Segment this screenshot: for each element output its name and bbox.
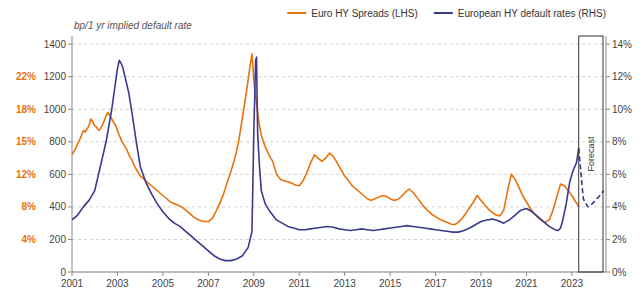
y2-tick bbox=[606, 239, 610, 240]
y2-axis-line bbox=[606, 36, 607, 272]
x-tick bbox=[117, 272, 118, 276]
legend-label: European HY default rates (RHS) bbox=[458, 8, 606, 19]
y-tick bbox=[68, 141, 72, 142]
y-tick-label: 1000 bbox=[44, 104, 67, 115]
grid-line bbox=[72, 174, 606, 175]
legend-label: Euro HY Spreads (LHS) bbox=[311, 8, 418, 19]
grid-line bbox=[72, 239, 606, 240]
x-tick bbox=[344, 272, 345, 276]
y-tick-label: 1200 bbox=[44, 71, 67, 82]
grid-line bbox=[72, 141, 606, 142]
y-tick bbox=[68, 174, 72, 175]
x-tick bbox=[435, 272, 436, 276]
y-tick-label: 600 bbox=[49, 169, 66, 180]
x-tick-label: 2011 bbox=[288, 278, 310, 289]
x-tick bbox=[299, 272, 300, 276]
series-line bbox=[72, 54, 579, 225]
series-group bbox=[72, 54, 604, 261]
x-tick-label: 2009 bbox=[243, 278, 266, 289]
grid-line bbox=[72, 272, 606, 273]
y2-tick-label: 6% bbox=[612, 169, 627, 180]
pct-annotation: 4% bbox=[22, 234, 37, 245]
grid-line bbox=[72, 206, 606, 207]
x-tick bbox=[481, 272, 482, 276]
y2-tick bbox=[606, 141, 610, 142]
y2-tick bbox=[606, 109, 610, 110]
annotations: 4% 8% 12% 15% 18% 22% Forecast bbox=[16, 36, 603, 272]
x-tick-label: 2005 bbox=[152, 278, 175, 289]
x-tick-label: 2023 bbox=[561, 278, 584, 289]
background bbox=[0, 0, 640, 294]
chart: 2001 2003 2005 2007 2009 2011 2013 2015 2017 2019… bbox=[0, 0, 640, 294]
y-tick bbox=[68, 109, 72, 110]
y-tick-label: 400 bbox=[49, 201, 66, 212]
y2-tick bbox=[606, 174, 610, 175]
y2-tick bbox=[606, 206, 610, 207]
forecast-label: Forecast bbox=[586, 136, 596, 172]
x-tick-label: 2001 bbox=[61, 278, 84, 289]
pct-annotation: 12% bbox=[16, 169, 36, 180]
y2-tick-label: 2% bbox=[612, 234, 627, 245]
y2-tick bbox=[606, 272, 610, 273]
series-line bbox=[72, 57, 579, 260]
x-tick-label: 2019 bbox=[470, 278, 493, 289]
y2-tick-label: 14% bbox=[612, 39, 632, 50]
x-tick-label: 2015 bbox=[379, 278, 402, 289]
x-tick bbox=[526, 272, 527, 276]
pct-annotation: 18% bbox=[16, 104, 36, 115]
x-tick bbox=[162, 272, 163, 276]
x-tick bbox=[253, 272, 254, 276]
x-tick bbox=[571, 272, 572, 276]
x-tick-label: 2013 bbox=[334, 278, 357, 289]
y2-tick-label: 8% bbox=[612, 136, 627, 147]
forecast-box bbox=[579, 36, 603, 272]
y-tick-label: 1400 bbox=[44, 39, 67, 50]
y2-tick-label: 4% bbox=[612, 201, 627, 212]
x-tick-label: 2021 bbox=[515, 278, 538, 289]
y-tick bbox=[68, 76, 72, 77]
x-tick bbox=[208, 272, 209, 276]
y2-tick-label: 10% bbox=[612, 104, 632, 115]
y-tick bbox=[68, 272, 72, 273]
y-tick-label: 800 bbox=[49, 136, 66, 147]
grid bbox=[72, 44, 606, 272]
legend: European HY default rates (RHS) Euro HY S… bbox=[287, 8, 606, 19]
y-tick-label: 200 bbox=[49, 234, 66, 245]
pct-annotation: 15% bbox=[16, 136, 36, 147]
y-tick bbox=[68, 239, 72, 240]
y-tick bbox=[68, 44, 72, 45]
y2-tick-label: 0% bbox=[612, 267, 627, 278]
x-tick-label: 2003 bbox=[106, 278, 129, 289]
grid-line bbox=[72, 44, 606, 45]
x-tick bbox=[390, 272, 391, 276]
y-tick bbox=[68, 206, 72, 207]
y2-tick bbox=[606, 44, 610, 45]
grid-line bbox=[72, 76, 606, 77]
pct-annotation: 8% bbox=[22, 201, 37, 212]
x-tick bbox=[72, 272, 73, 276]
legend-swatch bbox=[434, 12, 453, 14]
y-axis-label: bp/1 yr implied default rate bbox=[74, 20, 192, 31]
grid-line bbox=[72, 109, 606, 110]
y-tick-label: 0 bbox=[60, 267, 66, 278]
y2-tick bbox=[606, 76, 610, 77]
x-tick-label: 2017 bbox=[424, 278, 447, 289]
pct-annotation: 22% bbox=[16, 71, 36, 82]
x-tick-label: 2007 bbox=[197, 278, 220, 289]
x-axis-line bbox=[72, 272, 606, 273]
y2-tick-label: 12% bbox=[612, 71, 632, 82]
legend-swatch bbox=[287, 12, 306, 14]
axes: 2001 2003 2005 2007 2009 2011 2013 2015 2017 2019… bbox=[44, 36, 632, 289]
